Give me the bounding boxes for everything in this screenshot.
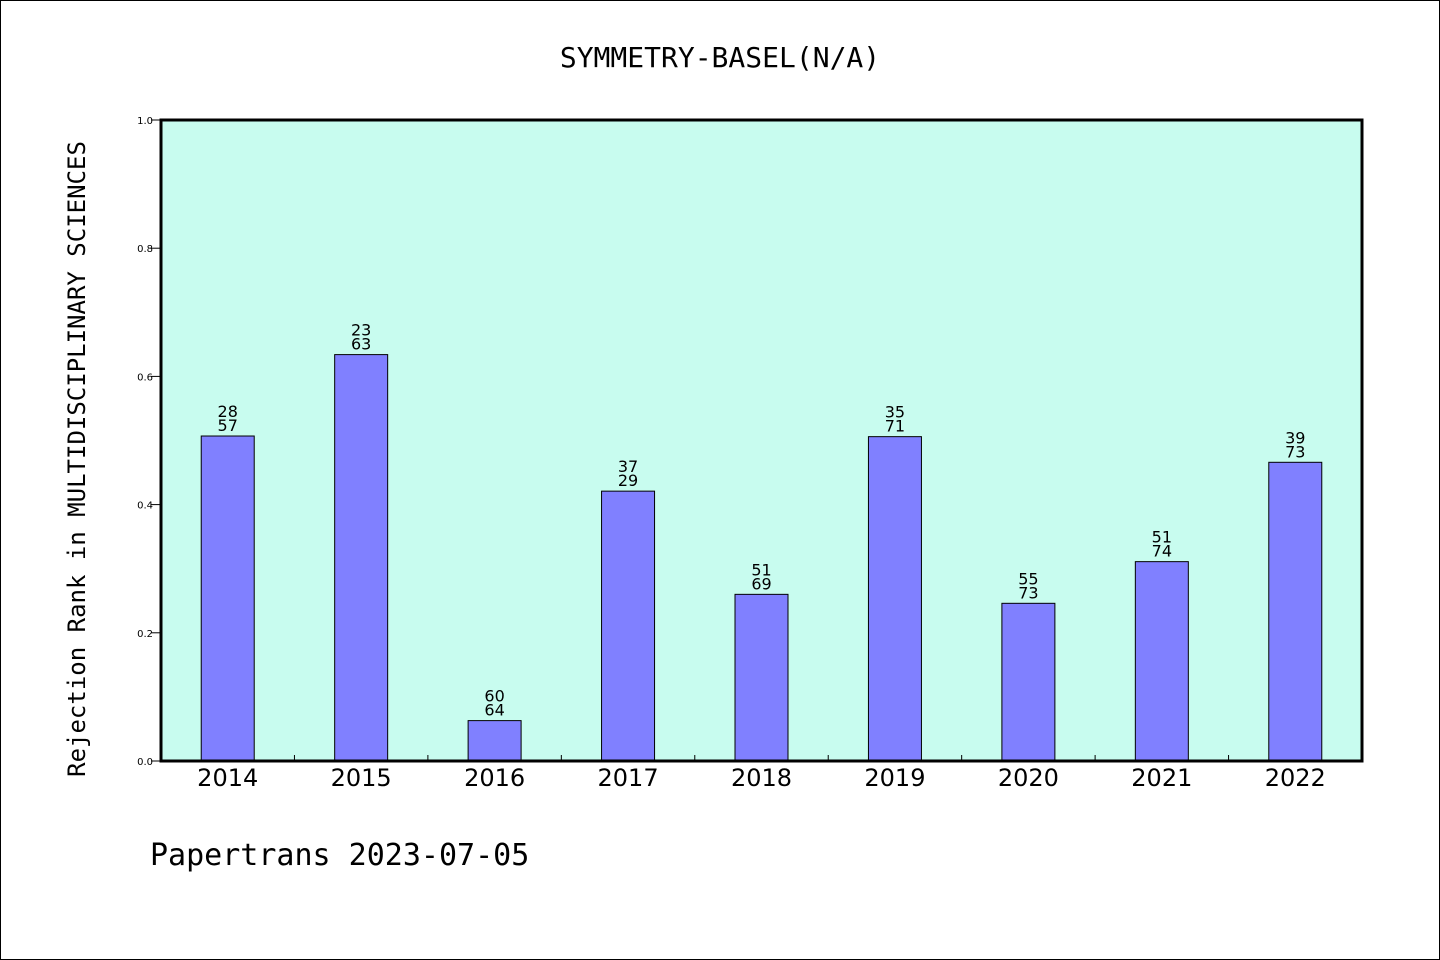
bar-label-top: 60 xyxy=(484,687,504,706)
bar-label-bottom: 69 xyxy=(751,574,771,593)
bar-2014 xyxy=(200,435,255,762)
bar-label-bottom: 73 xyxy=(1285,442,1305,461)
bar-label-top: 28 xyxy=(218,402,238,421)
x-tick-label: 2022 xyxy=(1265,764,1326,792)
y-axis-label: Rejection Rank in MULTIDISCIPLINARY SCIE… xyxy=(63,141,91,777)
bar-label-bottom: 74 xyxy=(1152,542,1172,561)
y-tick-label: 0.6 xyxy=(137,372,153,383)
x-axis-ticks: 2014 2015 2016 2017 2018 2019 2020 2021 2022 xyxy=(197,755,1326,792)
y-axis-ticks: 0.0 0.2 0.4 0.6 0.8 1.0 xyxy=(137,116,161,768)
y-tick-label: 0.0 xyxy=(137,757,153,768)
bar-label-bottom: 57 xyxy=(218,416,238,435)
bar-label-top: 55 xyxy=(1018,569,1038,588)
x-tick-label: 2014 xyxy=(197,764,258,792)
bar-label-bottom: 71 xyxy=(885,417,905,436)
bar-2020 xyxy=(1001,602,1056,762)
bar-label-bottom: 29 xyxy=(618,471,638,490)
bar-2016 xyxy=(467,720,522,762)
plot-border xyxy=(159,118,1364,763)
y-tick-label: 1.0 xyxy=(137,116,153,127)
x-tick-label: 2015 xyxy=(331,764,392,792)
x-tick-label: 2016 xyxy=(464,764,525,792)
bar-2019 xyxy=(867,436,922,762)
x-tick-label: 2020 xyxy=(998,764,1059,792)
y-tick-label: 0.8 xyxy=(137,244,153,255)
bar-label-top: 51 xyxy=(1152,528,1172,547)
x-tick-label: 2017 xyxy=(598,764,659,792)
x-tick-label: 2021 xyxy=(1131,764,1192,792)
bar-label-top: 51 xyxy=(751,560,771,579)
bar-label-top: 37 xyxy=(618,457,638,476)
bar-label-bottom: 64 xyxy=(484,701,504,720)
bar-label-top: 35 xyxy=(885,403,905,422)
bar-label-top: 39 xyxy=(1285,428,1305,447)
bar-label-bottom: 73 xyxy=(1018,583,1038,602)
bar-2015 xyxy=(334,354,389,762)
bar-2018 xyxy=(734,593,789,762)
y-tick-label: 0.4 xyxy=(137,501,153,512)
footer-text: Papertrans 2023-07-05 xyxy=(150,838,529,873)
bar-label-bottom: 63 xyxy=(351,335,371,354)
chart-title: SYMMETRY-BASEL(N/A) xyxy=(560,41,880,74)
bar-2021 xyxy=(1134,561,1189,762)
x-tick-label: 2019 xyxy=(864,764,925,792)
bar-2022 xyxy=(1268,461,1323,762)
bar-2017 xyxy=(601,490,656,762)
x-tick-label: 2018 xyxy=(731,764,792,792)
bar-label-top: 23 xyxy=(351,321,371,340)
y-tick-label: 0.2 xyxy=(137,629,153,640)
